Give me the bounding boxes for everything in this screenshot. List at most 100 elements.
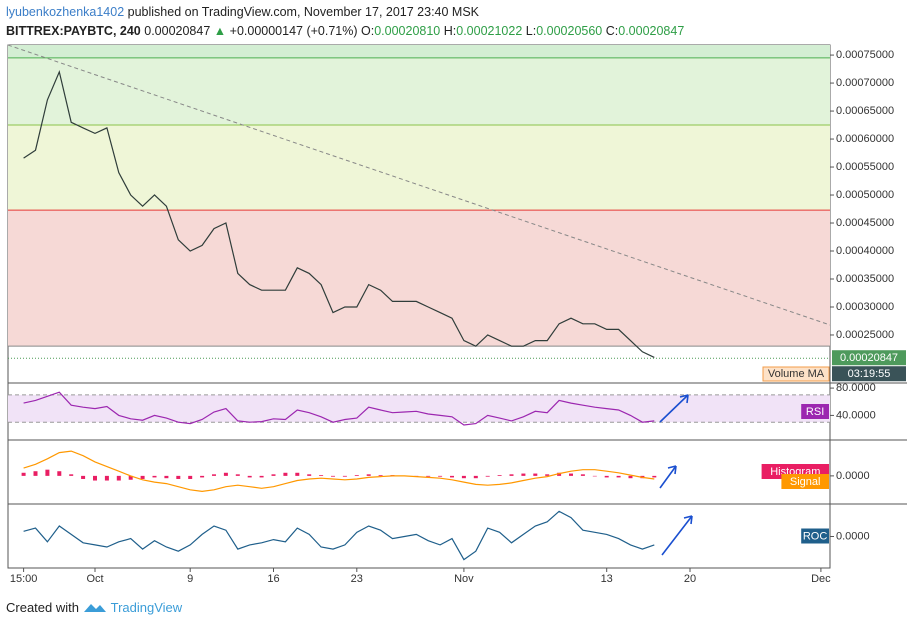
histogram-bar <box>331 475 335 477</box>
y-tick-label: 40.0000 <box>836 409 876 421</box>
histogram-bar <box>200 475 205 478</box>
y-tick-label: 0.0000 <box>836 530 870 542</box>
y-tick-label: 0.00070000 <box>836 77 894 89</box>
ohlc-2: 0.00020560 <box>536 24 603 38</box>
histogram-bar <box>45 469 50 476</box>
histogram-bar <box>128 475 133 480</box>
y-tick-label: 0.00045000 <box>836 217 894 229</box>
trend-line <box>7 44 831 326</box>
series-line <box>23 69 655 358</box>
arrow-head <box>679 394 689 404</box>
x-tick-label: Dec <box>811 573 831 585</box>
histogram-bar <box>438 475 443 477</box>
histogram-bar <box>176 475 181 479</box>
logo <box>83 604 106 612</box>
y-tick-label: 0.00055000 <box>836 161 894 173</box>
ohlc-2-label: L: <box>525 24 537 38</box>
fib-zone <box>8 125 830 211</box>
y-tick-label: 0.00060000 <box>836 133 894 145</box>
last: 0.00020847 <box>144 24 211 38</box>
histogram-bar <box>604 475 609 478</box>
fib-zone <box>8 57 830 126</box>
arrow-head <box>683 515 693 525</box>
indicator-box <box>762 366 830 382</box>
histogram-bar <box>295 472 300 476</box>
histogram-bar <box>354 475 359 476</box>
histogram-bar <box>307 474 312 476</box>
histogram-bar <box>104 475 109 481</box>
histogram-bar <box>569 473 573 476</box>
histogram-bar <box>57 471 62 476</box>
histogram-bar <box>259 475 264 478</box>
arrow <box>661 515 693 556</box>
ohlc-3-label: C: <box>605 24 619 38</box>
arrow <box>659 465 677 489</box>
histogram-bar <box>33 471 38 476</box>
x-tick-label: 15:00 <box>10 573 38 585</box>
legend-box <box>801 528 829 544</box>
last-price-box <box>832 350 906 366</box>
ohlc-3: 0.00020847 <box>618 24 685 38</box>
histogram-bar <box>271 474 276 476</box>
footer: Created with TradingView <box>6 598 182 615</box>
fib-zone <box>8 210 830 347</box>
histogram-bar <box>21 472 26 476</box>
histogram-bar <box>116 475 121 481</box>
histogram-bar <box>426 475 431 477</box>
histogram-bar <box>473 475 478 479</box>
histogram-bar <box>557 472 562 476</box>
series-line <box>23 450 655 493</box>
fib-zone <box>8 45 830 58</box>
x-tick-label: 16 <box>267 573 279 585</box>
histogram-bar <box>461 475 466 479</box>
legend-label: Signal <box>790 476 821 488</box>
histogram-bar <box>283 472 288 476</box>
y-tick-label: 80.0000 <box>836 382 876 394</box>
x-tick-label: Oct <box>86 573 103 585</box>
histogram-bar <box>212 474 216 476</box>
histogram-bar <box>628 475 633 479</box>
x-tick-label: 9 <box>187 573 193 585</box>
histogram-bar <box>652 475 657 478</box>
published: published on TradingView.com, November 1… <box>127 5 480 19</box>
symbol: BITTREX:PAYBTC, 240 <box>6 24 141 38</box>
y-tick-label: 0.00075000 <box>836 49 894 61</box>
legend-box <box>801 404 829 419</box>
up-arrow: ▲ <box>213 24 227 38</box>
histogram-bar <box>247 475 252 478</box>
y-tick-label: 0.0000 <box>836 470 870 482</box>
chart: 15:00 Oct 9 16 23 Nov 13 20 Dec 0.00020847 03:19:5… <box>7 44 907 585</box>
histogram-bar <box>616 475 621 478</box>
legend-box <box>781 474 829 489</box>
histogram-bar <box>533 473 538 476</box>
brand[interactable]: TradingView <box>110 600 183 615</box>
ohlc-0: 0.00020810 <box>374 24 441 38</box>
countdown-box <box>832 366 906 382</box>
histogram-bar <box>188 475 193 479</box>
histogram-bar <box>81 475 86 479</box>
header-line-1: lyubenkozhenka1402 published on TradingV… <box>6 3 684 22</box>
histogram-bar <box>378 475 383 476</box>
histogram-bar <box>235 474 240 476</box>
histogram-bar <box>342 475 347 477</box>
y-tick-label: 0.00040000 <box>836 245 894 257</box>
histogram-bar <box>69 474 74 476</box>
histogram-bar <box>545 474 550 476</box>
x-tick-label: Nov <box>454 573 474 585</box>
histogram-bar <box>164 475 169 479</box>
histogram-bar <box>450 475 454 478</box>
legend-label: ROC <box>803 530 828 542</box>
y-tick-label: 0.00025000 <box>836 329 894 341</box>
arrow <box>659 394 689 423</box>
histogram-bar <box>223 472 228 476</box>
author[interactable]: lyubenkozhenka1402 <box>6 5 125 19</box>
histogram-bar <box>509 474 514 476</box>
y-tick-label: 0.00030000 <box>836 301 894 313</box>
last-price-label: 0.00020847 <box>840 352 898 364</box>
legend-label: RSI <box>806 406 824 418</box>
histogram-bar <box>319 475 324 476</box>
created-with: Created with <box>6 600 79 615</box>
series-line <box>23 510 655 561</box>
y-tick-label: 0.00035000 <box>836 273 894 285</box>
